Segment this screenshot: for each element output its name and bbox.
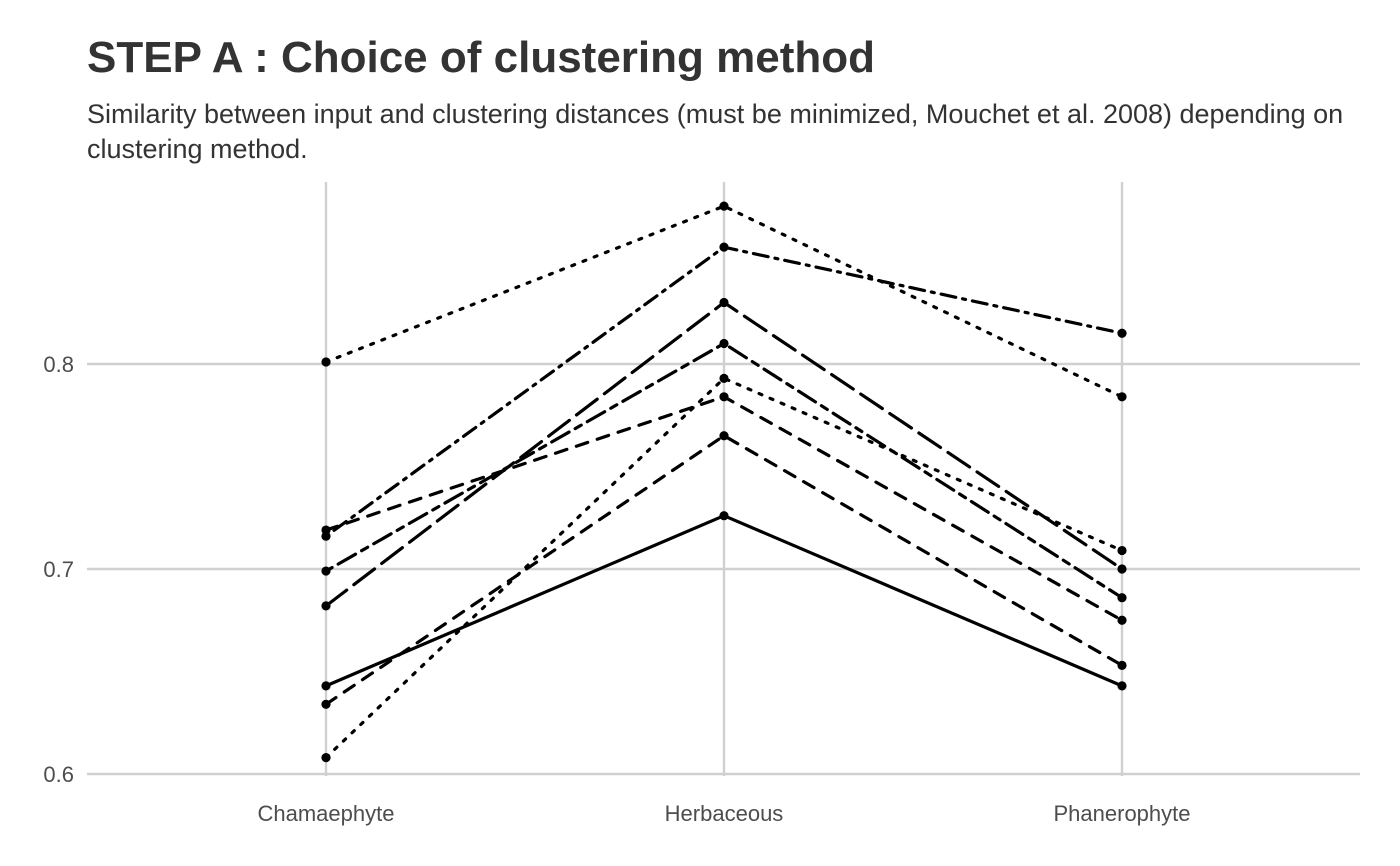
series-3 <box>321 242 1127 541</box>
grid-lines <box>87 182 1360 776</box>
data-point <box>719 242 729 252</box>
data-point <box>321 681 331 691</box>
data-point <box>719 201 729 211</box>
x-tick-label: Chamaephyte <box>258 801 395 826</box>
x-tick-label: Herbaceous <box>665 801 784 826</box>
series-line <box>324 434 1124 706</box>
data-point <box>1117 564 1127 574</box>
data-point <box>321 753 331 763</box>
data-point <box>1117 615 1127 625</box>
data-point <box>1117 593 1127 603</box>
data-point <box>1117 681 1127 691</box>
series-7 <box>321 373 1127 763</box>
chart-title: STEP A : Choice of clustering method <box>87 33 876 82</box>
data-point <box>321 525 331 535</box>
data-point <box>321 357 331 367</box>
series-line <box>324 204 1124 399</box>
y-tick-label: 0.7 <box>43 557 74 582</box>
series-line <box>324 376 1124 760</box>
data-point <box>1117 545 1127 556</box>
series-1 <box>321 511 1127 691</box>
data-point <box>321 601 331 611</box>
chart-subtitle: Similarity between input and clustering … <box>87 99 1344 164</box>
data-point <box>719 431 729 441</box>
y-axis-tick-labels: 0.6 0.7 0.8 <box>43 352 74 787</box>
y-tick-label: 0.8 <box>43 352 74 377</box>
data-point <box>719 297 729 308</box>
data-point <box>719 511 729 521</box>
series-4 <box>321 297 1127 611</box>
data-point <box>1117 660 1127 670</box>
data-point <box>1117 392 1127 402</box>
series-6 <box>321 392 1127 625</box>
x-tick-label: Phanerophyte <box>1054 801 1191 826</box>
data-point <box>719 373 729 383</box>
data-point <box>719 338 729 349</box>
data-point <box>321 699 331 709</box>
series-2 <box>321 201 1127 402</box>
series-5 <box>321 338 1127 603</box>
x-axis-tick-labels: Chamaephyte Herbaceous Phanerophyte <box>258 801 1191 826</box>
data-point <box>321 566 331 576</box>
y-tick-label: 0.6 <box>43 762 74 787</box>
series-group <box>321 201 1127 763</box>
data-point <box>1117 328 1127 338</box>
series-8 <box>321 431 1127 709</box>
data-point <box>719 392 729 402</box>
